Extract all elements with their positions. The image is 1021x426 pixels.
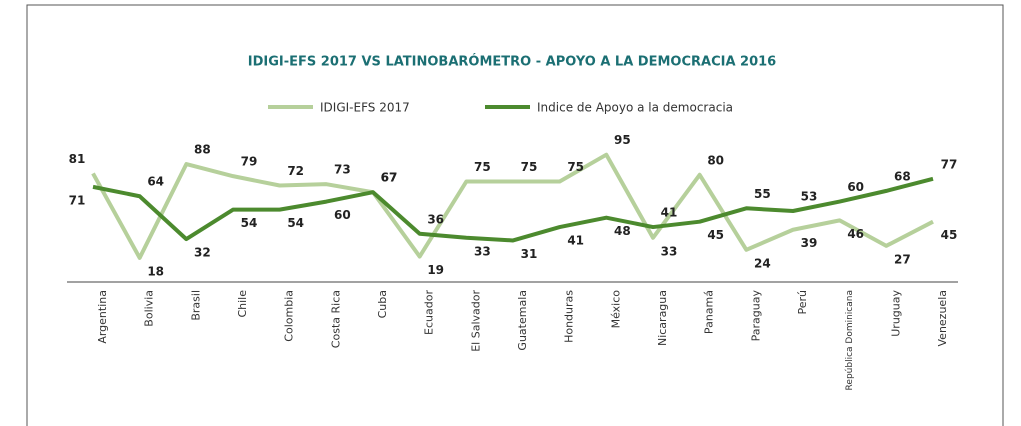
legend-label: Indice de Apoyo a la democracia: [537, 101, 733, 115]
x-tick-label: Costa Rica: [329, 290, 342, 348]
x-tick-label: Guatemala: [516, 290, 529, 351]
x-tick-label: Perú: [796, 290, 809, 315]
data-label: 75: [521, 160, 538, 174]
data-label: 75: [474, 160, 491, 174]
x-tick-label: Bolivia: [143, 290, 156, 327]
data-label: 64: [147, 175, 164, 189]
x-tick-label: República Dominicana: [845, 290, 855, 390]
data-label: 41: [567, 234, 584, 248]
data-label: 54: [241, 216, 258, 230]
x-tick-label: Venezuela: [936, 290, 949, 347]
data-label: 72: [287, 164, 304, 178]
x-tick-label: Nicaragua: [656, 290, 669, 346]
x-tick-label: El Salvador: [469, 290, 482, 352]
series-line: [92, 176, 934, 243]
data-label: 46: [847, 227, 864, 241]
data-label: 95: [614, 133, 631, 147]
x-tick-label: Argentina: [96, 290, 109, 344]
data-label: 36: [427, 212, 444, 226]
data-label: 55: [754, 187, 771, 201]
data-label: 18: [147, 264, 164, 278]
x-tick-label: Colombia: [283, 290, 296, 342]
data-label: 68: [894, 169, 911, 183]
data-label: 48: [614, 224, 631, 238]
x-tick-label: Honduras: [563, 290, 576, 343]
data-label: 88: [194, 143, 211, 157]
frame: [26, 4, 1004, 426]
x-tick-label: Uruguay: [889, 290, 902, 337]
data-label: 27: [894, 252, 911, 266]
data-label: 45: [707, 228, 724, 242]
data-label: 71: [69, 193, 86, 207]
data-label: 60: [847, 180, 864, 194]
data-label: 77: [941, 157, 958, 171]
data-label: 67: [381, 171, 398, 185]
data-label: 80: [707, 153, 724, 167]
data-label: 32: [194, 246, 211, 260]
data-label: 19: [427, 263, 444, 277]
data-label: 31: [521, 247, 538, 261]
data-label: 33: [474, 244, 491, 258]
x-tick-label: Cuba: [376, 290, 389, 318]
data-label: 60: [334, 208, 351, 222]
x-tick-label: México: [609, 290, 622, 329]
data-label: 24: [754, 256, 771, 270]
data-label: 81: [69, 152, 86, 166]
data-label: 39: [801, 236, 818, 250]
data-label: 75: [567, 160, 584, 174]
data-label: 79: [241, 155, 258, 169]
x-tick-label: Ecuador: [423, 290, 436, 335]
chart-title: IDIGI-EFS 2017 VS LATINOBARÓMETRO - APOY…: [248, 54, 776, 70]
x-tick-label: Panamá: [703, 290, 716, 334]
x-tick-label: Paraguay: [749, 290, 762, 342]
data-label: 73: [334, 163, 351, 177]
data-label: 45: [941, 228, 958, 242]
data-label: 33: [661, 244, 678, 258]
x-tick-label: Brasil: [189, 290, 202, 321]
data-label: 53: [801, 189, 818, 203]
data-label: 41: [661, 206, 678, 220]
data-label: 54: [287, 216, 304, 230]
series-line: [91, 152, 934, 260]
data-label: 67: [381, 171, 398, 185]
x-tick-label: Chile: [236, 290, 249, 318]
legend-label: IDIGI-EFS 2017: [320, 101, 410, 115]
